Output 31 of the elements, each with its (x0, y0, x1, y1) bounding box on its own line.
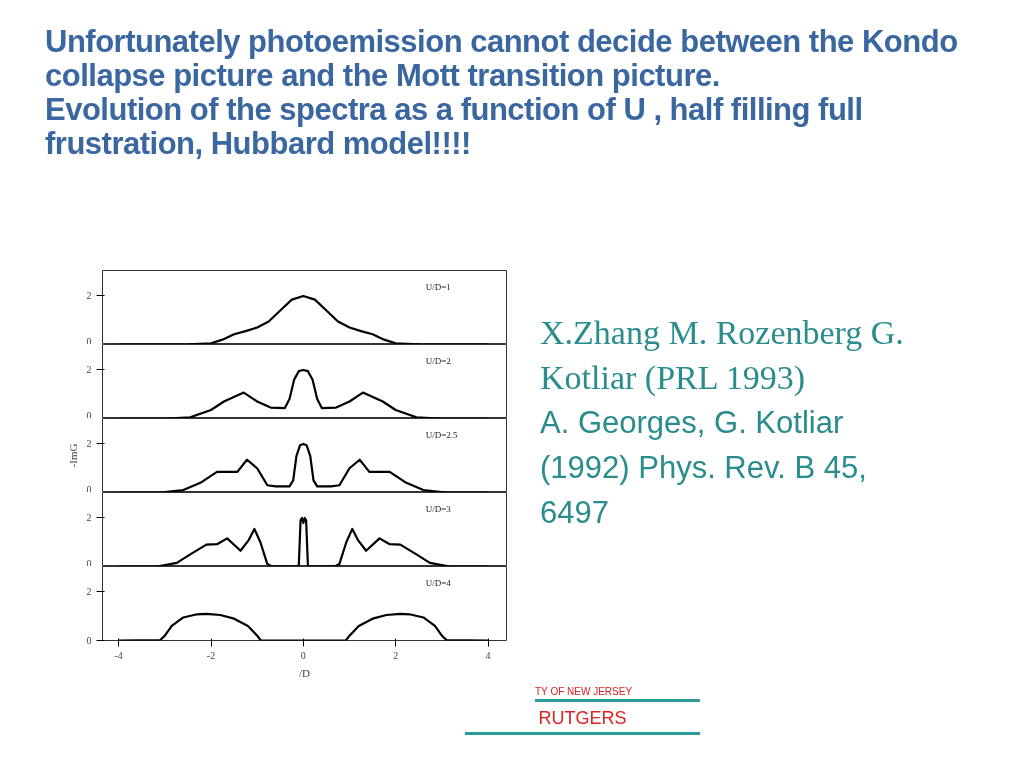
text: TY OF NEW JERSEY (535, 685, 700, 703)
x-tick-label: 0 (300, 649, 306, 661)
line-series (117, 294, 490, 344)
annotation: U/D=3 (425, 503, 452, 514)
annotation: U/D=2 (425, 355, 451, 366)
y-tick-label: 0 (86, 335, 92, 347)
y-tick-label: 2 (86, 290, 92, 302)
y-tick-label: 2 (86, 586, 92, 598)
line-series (117, 516, 490, 566)
y-tick-label: 2 (86, 438, 92, 450)
x-tick-label: -4 (114, 649, 123, 661)
annotation: U/D=4 (425, 577, 452, 588)
y-tick-label: 2 (86, 364, 92, 376)
line-series (117, 442, 490, 492)
y-tick-label: 0 (86, 635, 92, 646)
y-tick-label: 0 (86, 483, 92, 495)
annotation: U/D=1 (425, 281, 451, 292)
text: X.Zhang M. Rozenberg G. Kotliar (PRL 1993) (540, 313, 905, 398)
x-tick-label: 2 (393, 649, 399, 661)
x-tick-label: 4 (485, 649, 491, 661)
text: RUTGERS (465, 706, 700, 735)
line-series (117, 368, 490, 418)
y-tick-label: 0 (86, 557, 92, 569)
y-axis-title: -ImG (66, 443, 79, 468)
x-axis-title: /D (299, 666, 311, 679)
text: A. Georges, G. Kotliar (1992) Phys. Rev. B 45, 6497 (540, 404, 868, 532)
y-tick-label: 0 (86, 409, 92, 421)
y-tick-label: 2 (86, 512, 92, 524)
chart-title: Unfortunately photoemission cannot decide between the Kondo collapse picture and the Mott transition picture. Evolution of the spectra as a function of U , half filling full frustration, Hubbard model!!!! (45, 24, 959, 161)
annotation: U/D=2.5 (425, 429, 459, 440)
x-tick-label: -2 (206, 649, 216, 661)
